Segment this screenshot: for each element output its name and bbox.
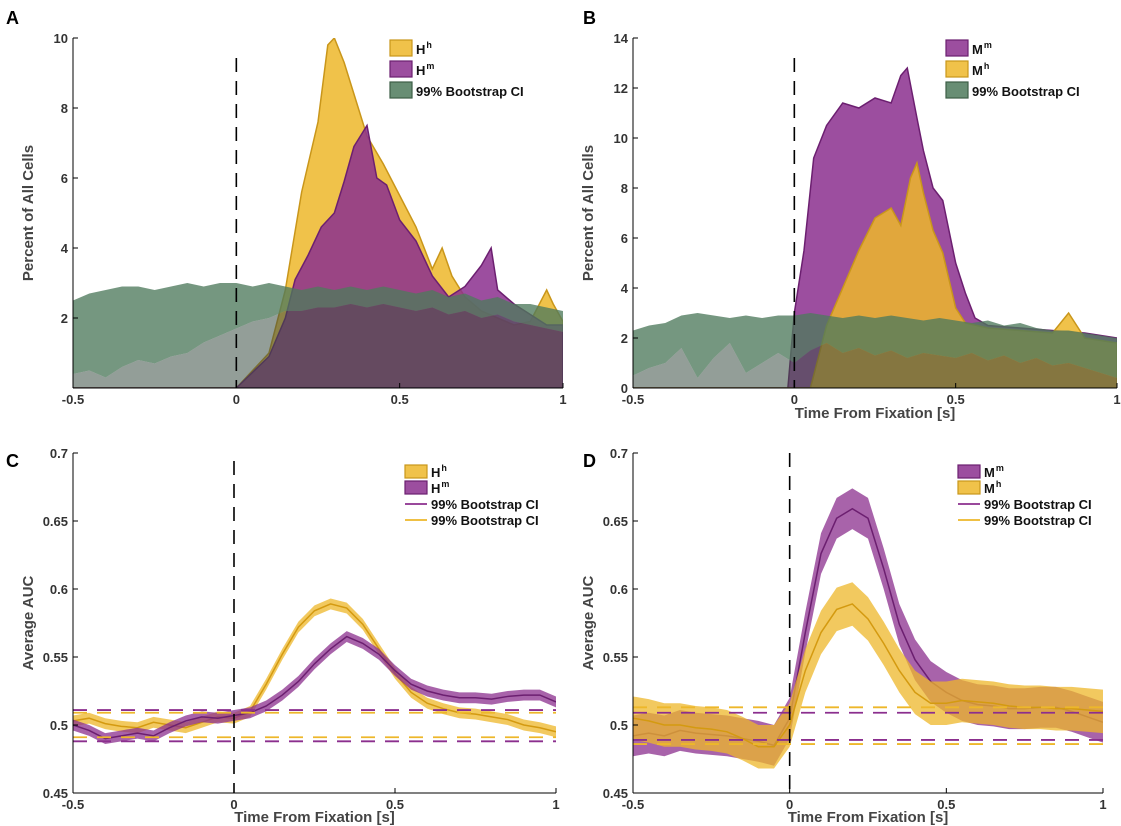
x-tick-label: 1 — [1099, 797, 1106, 812]
panel-letter: B — [583, 8, 596, 28]
x-tick-label: 0.5 — [391, 392, 409, 407]
y-axis-label: Average AUC — [20, 575, 37, 670]
legend-swatch — [957, 480, 981, 495]
y-tick-label: 6 — [61, 171, 68, 186]
mean-line-hh — [73, 603, 556, 733]
x-tick-label: -0.5 — [62, 392, 84, 407]
x-axis-label: Time From Fixation [s] — [788, 809, 949, 826]
y-tick-label: 0.45 — [43, 786, 68, 801]
legend-swatch — [945, 60, 969, 78]
y-tick-label: 0.55 — [43, 650, 68, 665]
panel-c: C -0.5 0 0.5 1 0.45 0.5 0.55 0.6 0.65 0.7 Average A… — [6, 446, 560, 826]
y-tick-label: 0.5 — [610, 718, 628, 733]
legend-label: 99% Bootstrap CI — [416, 84, 524, 99]
legend-swatch — [389, 39, 413, 57]
y-tick-label: 12 — [614, 81, 628, 96]
y-tick-label: 0.7 — [610, 446, 628, 461]
ci-band-area — [633, 313, 1117, 378]
x-tick-label: -0.5 — [622, 797, 644, 812]
y-tick-label: 0.65 — [43, 514, 68, 529]
y-tick-label: 0.5 — [50, 718, 68, 733]
legend-label: Hm — [431, 479, 449, 496]
x-tick-label: 1 — [1113, 392, 1120, 407]
panel-d: D -0.5 0 0.5 1 0.45 0.5 0.55 0.6 0.65 0.7 Average A… — [580, 446, 1107, 826]
panel-letter: D — [583, 451, 596, 471]
y-axis-label: Percent of All Cells — [20, 145, 37, 281]
legend-swatch — [957, 464, 981, 479]
y-tick-label: 10 — [54, 31, 68, 46]
y-axis-label: Average AUC — [580, 575, 597, 670]
legend-swatch — [404, 464, 428, 479]
y-tick-label: 0.6 — [50, 582, 68, 597]
legend-label: Mm — [984, 463, 1004, 480]
sem-band-hm — [73, 631, 556, 745]
y-tick-label: 4 — [61, 241, 69, 256]
y-tick-label: 0.55 — [603, 650, 628, 665]
panel-letter: A — [6, 8, 19, 28]
panel-a: A -0.5 0 0.5 1 2 4 6 8 10 Percent of All Cells Hh Hm… — [6, 8, 567, 407]
plot-area — [633, 488, 1103, 769]
y-tick-label: 2 — [61, 311, 68, 326]
plot-area — [73, 598, 556, 745]
sem-band-mh — [633, 582, 1103, 769]
legend-swatch — [945, 39, 969, 57]
sem-band-hh — [73, 598, 556, 738]
legend-swatch — [389, 81, 413, 99]
x-tick-label: 1 — [552, 797, 559, 812]
x-tick-label: 0 — [791, 392, 798, 407]
x-axis-label: Time From Fixation [s] — [234, 809, 395, 826]
legend-label: 99% Bootstrap CI — [431, 497, 539, 512]
y-tick-label: 0.7 — [50, 446, 68, 461]
legend-label: Mh — [972, 61, 989, 78]
ci-lower-region — [73, 304, 563, 388]
legend-label: Mm — [972, 40, 992, 57]
legend: Mm Mh 99% Bootstrap CI — [945, 39, 1080, 99]
x-tick-label: 0.5 — [386, 797, 404, 812]
x-axis-label: Time From Fixation [s] — [795, 405, 956, 422]
x-tick-label: 0.5 — [947, 392, 965, 407]
legend-label: 99% Bootstrap CI — [972, 84, 1080, 99]
legend-swatch — [945, 81, 969, 99]
y-tick-label: 0.6 — [610, 582, 628, 597]
plot-area — [73, 38, 563, 388]
mean-line-hm — [73, 635, 556, 740]
plot-area — [633, 66, 1117, 388]
x-tick-label: 0 — [233, 392, 240, 407]
legend-label: 99% Bootstrap CI — [431, 513, 539, 528]
legend-label: 99% Bootstrap CI — [984, 497, 1092, 512]
legend: Hh Hm 99% Bootstrap CI — [389, 39, 524, 99]
y-axis-label: Percent of All Cells — [580, 145, 597, 281]
panel-letter: C — [6, 451, 19, 471]
x-tick-label: 1 — [559, 392, 566, 407]
legend-label: Hh — [416, 40, 432, 57]
legend-label: 99% Bootstrap CI — [984, 513, 1092, 528]
y-tick-label: 0.65 — [603, 514, 628, 529]
x-tick-label: 0.5 — [937, 797, 955, 812]
y-tick-label: 4 — [621, 281, 629, 296]
legend-label: Mh — [984, 479, 1001, 496]
x-tick-label: 0 — [786, 797, 793, 812]
y-tick-label: 14 — [614, 31, 629, 46]
y-tick-label: 10 — [614, 131, 628, 146]
y-tick-label: 6 — [621, 231, 628, 246]
legend-swatch — [389, 60, 413, 78]
legend-swatch — [404, 480, 428, 495]
y-tick-label: 0.45 — [603, 786, 628, 801]
x-tick-label: -0.5 — [622, 392, 644, 407]
ci-lower-region — [633, 343, 1117, 388]
x-tick-label: 0 — [230, 797, 237, 812]
legend-label: Hh — [431, 463, 447, 480]
y-tick-label: 8 — [61, 101, 68, 116]
y-tick-label: 0 — [621, 381, 628, 396]
legend-label: Hm — [416, 61, 434, 78]
y-tick-label: 2 — [621, 331, 628, 346]
y-tick-label: 8 — [621, 181, 628, 196]
x-tick-label: -0.5 — [62, 797, 84, 812]
ci-band-area — [73, 283, 563, 378]
